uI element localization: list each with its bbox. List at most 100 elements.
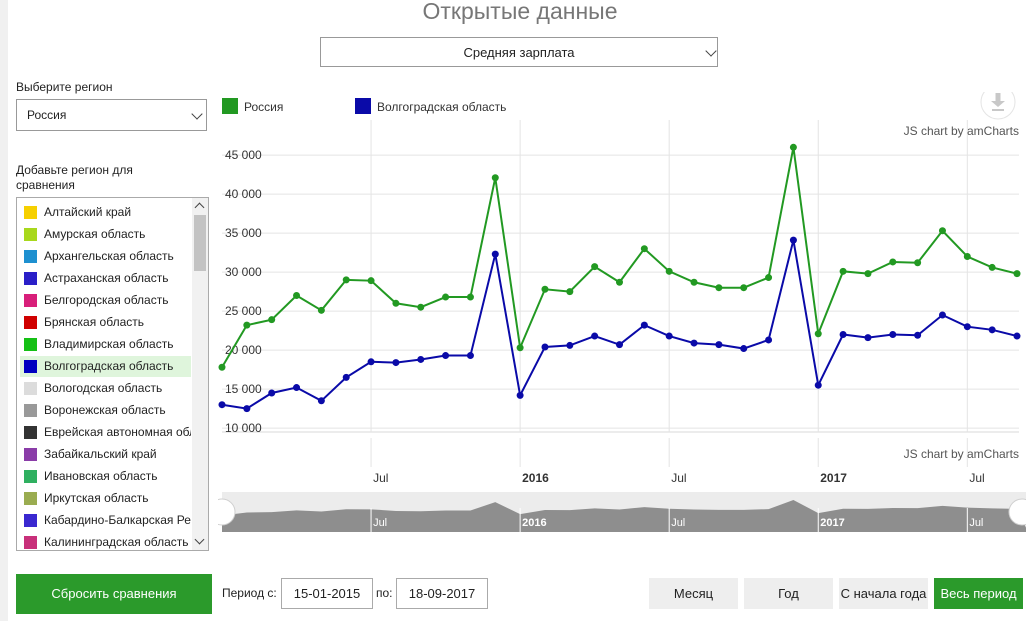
region-select[interactable]: Россия [16,99,207,131]
data-point [1013,270,1021,278]
data-point [317,397,325,405]
scrollbar-tick-label: Jul [671,517,685,529]
region-list-item[interactable]: Белгородская область [20,290,191,311]
chevron-down-icon [705,45,717,57]
x-tick-label: Jul [671,471,686,485]
data-point [715,341,723,349]
region-list-item[interactable]: Волгоградская область [20,356,191,377]
x-tick-label: Jul [969,471,984,485]
data-point [392,299,400,307]
region-name: Волгоградская область [44,359,174,373]
compare-label-line2: сравнения [16,178,75,192]
data-point [466,352,474,360]
x-tick-label: 2016 [522,471,549,485]
scroll-up-icon[interactable] [194,202,205,213]
metric-select[interactable]: Средняя зарплата [320,37,718,67]
y-tick-label: 10 000 [225,421,262,435]
data-point [963,253,971,260]
region-color-swatch [24,536,37,549]
data-point [243,405,251,413]
region-select-value: Россия [27,108,67,122]
region-list-item[interactable]: Архангельская область [20,246,191,267]
data-point [665,267,673,275]
data-point [1013,332,1021,340]
data-point [988,326,996,334]
metric-select-value: Средняя зарплата [463,45,575,60]
data-point [491,250,499,258]
data-point [466,293,474,301]
region-list-item[interactable]: Брянская область [20,312,191,333]
data-point [665,332,673,340]
all-period-button[interactable]: Весь период [934,578,1023,609]
data-point [417,355,425,363]
region-list-item[interactable]: Еврейская автономная область [20,422,191,443]
region-list-item[interactable]: Астраханская область [20,268,191,289]
period-from-label: Период с: [222,586,277,600]
scrollbar-area [222,499,1026,532]
data-point [616,278,623,286]
region-list-item[interactable]: Воронежская область [20,400,191,421]
reset-comparisons-button[interactable]: Сбросить сравнения [16,574,212,614]
page-title: Открытые данные [422,0,618,24]
chart-grid [222,120,1019,467]
period-to-input[interactable]: 18-09-2017 [396,578,488,609]
scroll-down-icon[interactable] [194,534,205,545]
data-point [516,391,524,399]
region-name: Ивановская область [44,469,158,483]
region-name: Еврейская автономная область [44,425,191,439]
compare-region-list[interactable]: Калининградская область Кабардино-Балкарс… [16,197,209,551]
data-point [889,258,897,266]
data-point [789,143,797,151]
data-point [342,276,350,284]
y-tick-label: 25 000 [225,304,262,318]
data-point [268,316,276,324]
data-point [839,331,847,338]
scrollbar-tick-label: 2016 [522,517,546,529]
region-name: Алтайский край [44,205,132,219]
data-point [914,259,922,267]
region-color-swatch [24,404,37,417]
scrollbar-handle-left[interactable] [218,498,236,526]
scrollbar-thumb[interactable] [194,215,206,271]
data-point [938,311,946,319]
region-color-swatch [24,492,37,505]
compare-label: Добавьте регион для сравнения [16,163,133,193]
chart-credit: JS chart by amCharts [904,124,1019,138]
region-color-swatch [24,470,37,483]
region-list-item[interactable]: Алтайский край [20,202,191,223]
legend-swatch [222,98,238,114]
region-list-item[interactable]: Иркутская область [20,488,191,509]
chart-credit-2: JS chart by amCharts [904,447,1019,461]
data-point [367,358,375,366]
scrollbar-handle-right[interactable] [1008,498,1026,526]
region-name: Брянская область [44,315,144,329]
data-point [516,344,524,352]
region-name: Кабардино-Балкарская Республика [44,513,191,527]
y-axis-ticks: 10 000 15 000 20 000 25 000 30 000 35 000 40 0… [225,148,262,435]
data-point [640,245,648,253]
region-color-swatch [24,514,37,527]
data-point [765,336,773,344]
region-color-swatch [24,382,37,395]
data-point [367,277,375,285]
region-list-item[interactable]: Вологодская область [20,378,191,399]
list-scrollbar[interactable] [192,198,208,550]
download-button[interactable] [980,92,1016,120]
region-list-item[interactable]: Кабардино-Балкарская Республика [20,510,191,531]
data-point [864,334,872,342]
scrollbar-tick-label: Jul [969,517,983,529]
month-button[interactable]: Месяц [649,578,738,609]
data-point [293,292,301,299]
region-list-item[interactable]: Владимирская область [20,334,191,355]
region-list-item[interactable]: Калининградская область [20,532,191,550]
y-tick-label: 35 000 [225,226,262,240]
region-list-item[interactable]: Амурская область [20,224,191,245]
left-edge-bar [0,0,8,621]
data-point [541,285,549,293]
region-list-item[interactable]: Ивановская область [20,466,191,487]
x-axis-ticks: Jul 2016 Jul 2017 Jul [373,471,985,485]
ytd-button[interactable]: С начала года [839,578,928,609]
year-button[interactable]: Год [744,578,833,609]
period-from-input[interactable]: 15-01-2015 [281,578,373,609]
region-list-item[interactable]: Забайкальский край [20,444,191,465]
